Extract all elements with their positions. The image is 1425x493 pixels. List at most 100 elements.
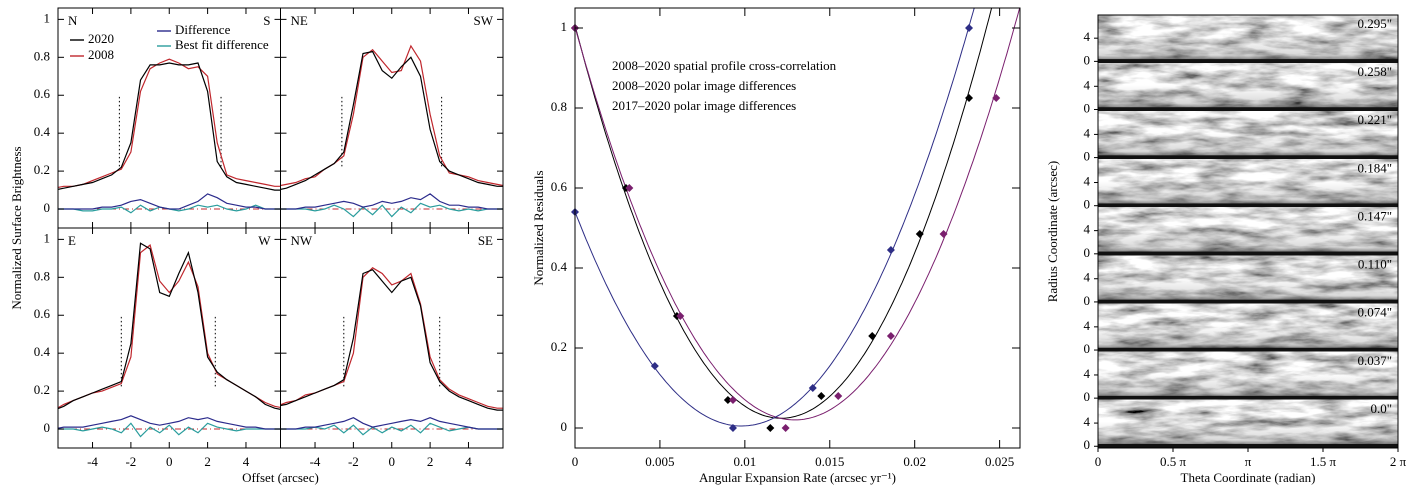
profile-line (280, 202, 503, 218)
x-tick-label: 0.025 (985, 454, 1014, 469)
strip-label: 0.295" (1357, 16, 1392, 31)
strip-gap (1098, 251, 1398, 256)
x-tick-label: 0 (1095, 454, 1102, 469)
y-tick-label: 0 (1084, 437, 1091, 452)
strip-label: 0.0" (1370, 401, 1392, 416)
profile-line (58, 244, 281, 409)
data-point (992, 94, 1001, 102)
data-point (650, 362, 659, 370)
x-tick-label: 1.5 π (1310, 454, 1337, 469)
x-tick-label: 0 (389, 454, 396, 469)
y-tick-label: 0 (44, 420, 51, 435)
y-tick-label: 0 (1084, 293, 1091, 308)
y-tick-label: 0.6 (551, 179, 568, 194)
direction-label: S (263, 13, 270, 28)
profile-line (280, 268, 503, 411)
data-point (834, 392, 843, 400)
strip-label: 0.037" (1357, 353, 1392, 368)
strip-label: 0.147" (1357, 208, 1392, 223)
y-tick-label: 4 (1084, 77, 1091, 92)
data-point (728, 424, 737, 432)
y-tick-label: 0 (1084, 149, 1091, 164)
y-axis-label: Normalized Surface Brightness (9, 146, 24, 309)
data-point (625, 184, 634, 192)
x-axis-label: Theta Coordinate (radian) (1181, 470, 1316, 485)
strip-shade (1098, 84, 1398, 112)
profile-line (58, 422, 281, 438)
strip-shade (1098, 373, 1398, 400)
y-tick-label: 0.4 (34, 344, 51, 359)
direction-label: E (68, 233, 76, 248)
x-tick-label: -2 (348, 454, 359, 469)
data-point (766, 424, 775, 432)
strip-gap (1098, 203, 1398, 208)
data-point (939, 230, 948, 238)
plot-frame (574, 7, 1021, 449)
strip-shade (1098, 421, 1398, 448)
strip-gap (1098, 347, 1398, 352)
y-axis-label: Normalized Residuals (531, 170, 546, 285)
y-tick-label: 0 (1084, 52, 1091, 67)
y-tick-label: 0.4 (34, 124, 51, 139)
y-tick-label: 0 (1084, 245, 1091, 260)
legend-label: Difference (175, 22, 231, 37)
profile-line (280, 417, 503, 430)
y-tick-label: 0 (1084, 100, 1091, 115)
profile-line (58, 242, 281, 410)
profile-line (280, 193, 503, 210)
panel-frame (57, 227, 281, 449)
x-tick-label: 0.02 (903, 454, 926, 469)
y-tick-label: 0.2 (551, 339, 567, 354)
y-tick-label: 0.8 (551, 99, 567, 114)
strip-gap (1098, 299, 1398, 304)
y-tick-label: 4 (1084, 318, 1091, 333)
x-tick-label: 2 (427, 454, 434, 469)
strip-shade (1098, 180, 1398, 208)
data-point (808, 384, 817, 392)
y-tick-label: 0.6 (34, 86, 51, 101)
strip-shade (1098, 277, 1398, 304)
y-tick-label: 4 (1084, 125, 1091, 140)
data-point (723, 396, 732, 404)
y-tick-label: 1 (44, 230, 51, 245)
x-tick-label: 0.01 (733, 454, 756, 469)
profile-line (58, 62, 281, 191)
y-tick-label: 0 (1084, 197, 1091, 212)
strip-gap (1098, 395, 1398, 400)
y-tick-label: 0.8 (34, 268, 50, 283)
profile-line (58, 58, 281, 189)
strip-shade (1098, 36, 1398, 64)
x-tick-label: 2 (204, 454, 211, 469)
data-point (886, 246, 895, 254)
strip-gap (1098, 59, 1398, 64)
x-tick-label: π (1245, 454, 1252, 469)
y-tick-label: 0.6 (34, 306, 51, 321)
strip-shade (1098, 132, 1398, 160)
strip-shade (1098, 325, 1398, 352)
y-tick-label: 1 (561, 19, 568, 34)
fit-curve (575, 8, 993, 419)
data-point (886, 332, 895, 340)
y-tick-label: 0 (1084, 341, 1091, 356)
y-tick-label: 0.4 (551, 259, 568, 274)
y-tick-label: 0.2 (34, 382, 50, 397)
direction-label: NW (291, 233, 313, 248)
fit-curve (575, 8, 975, 427)
x-tick-label: 4 (465, 454, 472, 469)
direction-label: SE (478, 233, 493, 248)
x-tick-label: 0.5 π (1160, 454, 1187, 469)
y-tick-label: 0 (1084, 389, 1091, 404)
y-tick-label: 0.8 (34, 48, 50, 63)
y-tick-label: 1 (44, 10, 51, 25)
legend-label: 2008 (88, 47, 114, 62)
direction-label: W (258, 233, 271, 248)
profile-line (58, 415, 281, 430)
x-tick-label: -2 (125, 454, 136, 469)
x-tick-label: 0 (572, 454, 579, 469)
y-tick-label: 4 (1084, 366, 1091, 381)
x-tick-label: 0.005 (645, 454, 674, 469)
y-tick-label: 4 (1084, 174, 1091, 189)
x-tick-label: -4 (87, 454, 98, 469)
data-point (781, 424, 790, 432)
